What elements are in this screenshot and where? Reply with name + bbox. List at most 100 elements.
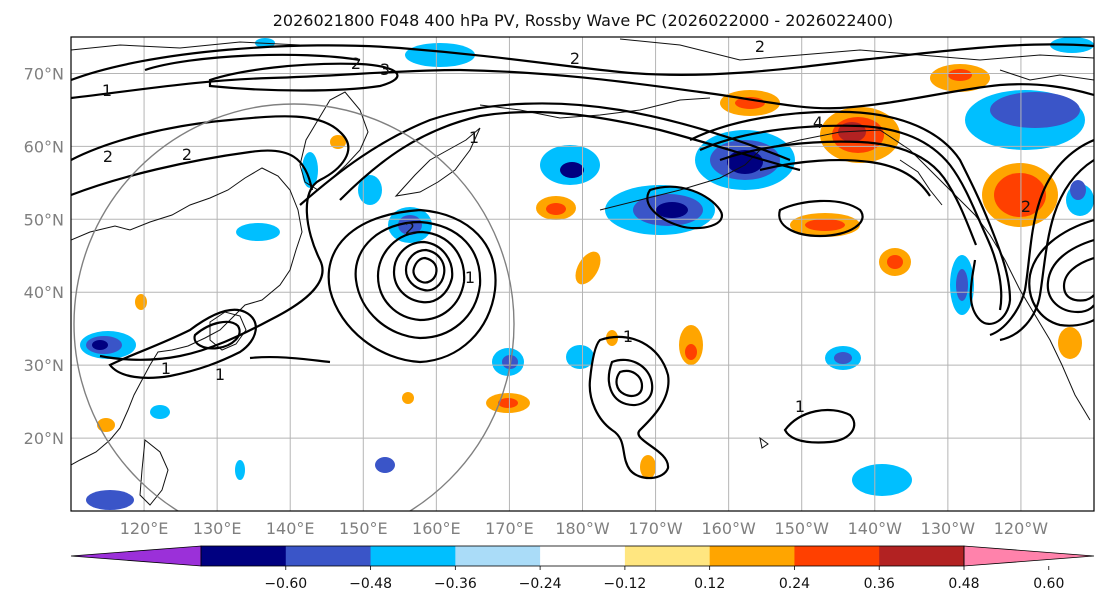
colorbar-tick-label: −0.48	[349, 576, 392, 592]
colorbar-tick-label: −0.60	[264, 576, 307, 592]
positive-anomaly	[640, 455, 656, 479]
lon-tick-label: 170°E	[485, 519, 534, 538]
lon-tick-label: 160°W	[701, 519, 756, 538]
negative-anomaly	[990, 92, 1080, 128]
positive-anomaly	[402, 392, 414, 404]
lat-tick-label: 50°N	[24, 210, 64, 229]
lon-tick-label: 140°W	[848, 519, 903, 538]
colorbar-segment	[624, 546, 711, 566]
colorbar-segment	[370, 546, 456, 566]
contour-value-label: 3	[380, 60, 390, 79]
lon-tick-label: 120°E	[120, 519, 169, 538]
colorbar-frame	[200, 545, 965, 567]
positive-anomaly	[994, 173, 1046, 217]
lon-tick-label: 150°W	[775, 519, 830, 538]
colorbar-tick-labels: −0.60 −0.48 −0.36 −0.24 −0.12 0.12 0.24 0.36 0.4…	[264, 566, 1064, 592]
lon-tick-label: 120°W	[994, 519, 1049, 538]
negative-anomaly	[302, 152, 318, 188]
colorbar-segment	[709, 546, 795, 566]
contour-value-label: 2	[570, 49, 580, 68]
longitude-labels: 120°E 130°E 140°E 150°E 160°E 170°E 180°W 170°W…	[120, 519, 1049, 538]
lat-tick-label: 70°N	[24, 64, 64, 83]
positive-anomaly	[805, 219, 845, 231]
colorbar-tick-label: 0.48	[948, 576, 979, 592]
colorbar-tick-label: 0.24	[779, 576, 810, 592]
figure-title: 2026021800 F048 400 hPa PV, Rossby Wave …	[273, 11, 894, 30]
negative-anomaly	[86, 490, 134, 510]
colorbar-segment	[285, 546, 372, 566]
negative-anomaly	[1070, 180, 1086, 200]
contour-value-label: 2	[405, 219, 415, 238]
positive-anomaly	[887, 255, 903, 269]
lat-tick-label: 60°N	[24, 137, 64, 156]
contour-value-label: 1	[795, 397, 805, 416]
negative-anomaly	[956, 269, 968, 301]
lon-tick-label: 170°W	[628, 519, 683, 538]
contour-value-label: 2	[182, 145, 192, 164]
positive-anomaly	[1058, 327, 1082, 359]
positive-anomaly	[546, 203, 566, 215]
colorbar-tick-label: 0.12	[694, 576, 725, 592]
contour-value-label: 2	[1021, 197, 1031, 216]
lat-tick-label: 30°N	[24, 356, 64, 375]
contour-value-label: 1	[102, 81, 112, 100]
negative-anomaly	[80, 331, 136, 359]
contour-value-label: 1	[469, 128, 479, 147]
contour-value-label: 1	[215, 365, 225, 384]
negative-anomaly	[358, 175, 382, 205]
lon-tick-label: 160°E	[412, 519, 461, 538]
contour-value-label: 1	[465, 268, 475, 287]
negative-anomaly	[235, 460, 245, 480]
contour-value-label: 4	[813, 113, 823, 132]
contour-value-label: 1	[161, 359, 171, 378]
colorbar	[70, 545, 1095, 567]
negative-anomaly	[852, 464, 912, 496]
negative-anomaly	[605, 130, 795, 235]
contour-value-label: 2	[351, 54, 361, 73]
negative-anomaly	[834, 352, 852, 364]
negative-anomaly	[150, 405, 170, 419]
positive-anomaly	[575, 251, 601, 285]
positive-anomaly	[97, 418, 115, 432]
positive-anomaly	[948, 69, 972, 81]
colorbar-tick-label: −0.24	[519, 576, 562, 592]
colorbar-segment	[794, 546, 880, 566]
colorbar-extend-min	[70, 545, 202, 567]
colorbar-extend-max	[963, 545, 1095, 567]
positive-anomaly	[685, 344, 697, 360]
lon-tick-label: 150°E	[339, 519, 388, 538]
lon-tick-label: 130°E	[193, 519, 242, 538]
colorbar-tick-label: −0.36	[434, 576, 477, 592]
radius-circle	[73, 103, 515, 511]
contour-value-label: 2	[103, 147, 113, 166]
negative-anomaly	[560, 162, 584, 178]
colorbar-tick-label: 0.36	[864, 576, 895, 592]
negative-anomaly	[375, 457, 395, 473]
contour-value-label: 1	[623, 327, 633, 346]
colorbar-segment	[201, 546, 287, 566]
negative-anomaly	[398, 215, 422, 235]
positive-anomaly	[330, 135, 346, 149]
colorbar-segment	[540, 546, 626, 566]
lat-tick-label: 40°N	[24, 283, 64, 302]
colorbar-segment	[455, 546, 541, 566]
lon-tick-label: 130°W	[921, 519, 976, 538]
lon-tick-label: 140°E	[266, 519, 315, 538]
latitude-labels: 70°N 60°N 50°N 40°N 30°N 20°N	[24, 64, 64, 448]
colorbar-tick-label: −0.12	[603, 576, 646, 592]
lon-tick-label: 180°W	[555, 519, 610, 538]
negative-anomaly	[566, 345, 594, 369]
colorbar-tick-label: 0.60	[1033, 576, 1064, 592]
graticule	[71, 37, 1094, 511]
map-frame	[70, 36, 1095, 512]
lat-tick-label: 20°N	[24, 429, 64, 448]
pv-contours	[71, 43, 1094, 480]
contour-value-label: 2	[755, 37, 765, 56]
positive-anomaly	[498, 398, 518, 408]
positive-anomaly	[135, 294, 147, 310]
colorbar-segment	[879, 546, 965, 566]
negative-anomaly	[236, 223, 280, 241]
